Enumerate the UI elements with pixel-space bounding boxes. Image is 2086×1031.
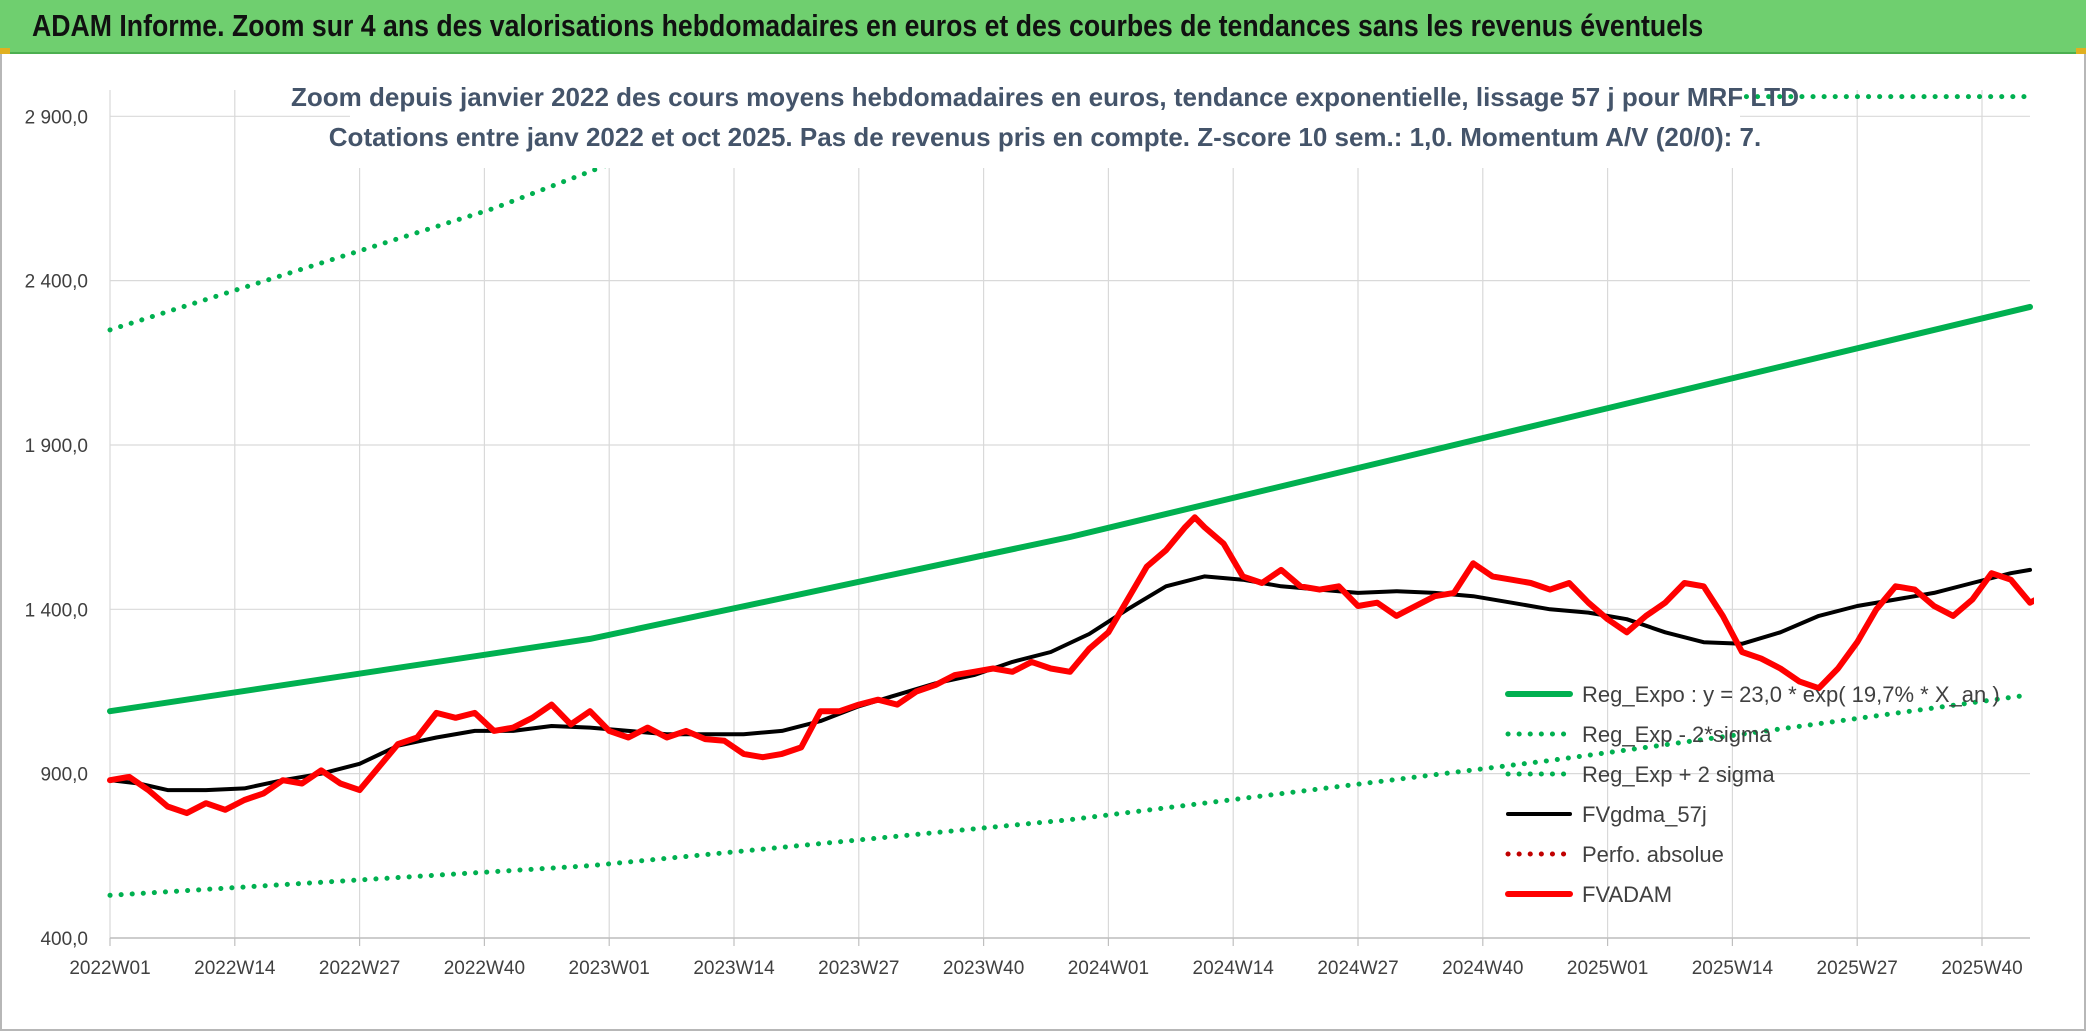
x-tick-label: 2022W40 [444,958,525,979]
x-tick-label: 2022W14 [194,958,276,979]
y-tick-label: 1 900,0 [25,436,88,457]
x-tick-label: 2025W14 [1692,958,1774,979]
y-tick-label: 2 400,0 [25,272,88,293]
x-tick-label: 2022W01 [69,958,150,979]
x-tick-label: 2024W40 [1442,958,1523,979]
x-tick-label: 2025W01 [1567,958,1648,979]
title-background [350,70,1740,168]
x-tick-label: 2023W01 [569,958,650,979]
y-tick-label: 1 400,0 [25,600,88,621]
banner-title: ADAM Informe. Zoom sur 4 ans des valoris… [32,8,1704,43]
chart: 400,0 900,0 1 400,0 1 900,0 2 400,0 2 900,0 20… [25,70,2034,979]
chart-title-line1: Zoom depuis janvier 2022 des cours moyen… [291,82,1799,112]
legend-label-reg_minus: Reg_Exp - 2*sigma [1582,722,1772,747]
banner-corner-left [0,48,10,54]
x-tick-label: 2025W27 [1817,958,1898,979]
series-line-fvadam [107,514,2034,817]
legend-label-fvadam: FVADAM [1582,882,1672,907]
chart-title-line2: Cotations entre janv 2022 et oct 2025. P… [329,122,1761,152]
x-tick-label: 2024W27 [1317,958,1398,979]
x-tick-label: 2022W27 [319,958,400,979]
series-line-reg_minus [107,692,2033,898]
legend-label-reg_plus: Reg_Exp + 2 sigma [1582,762,1775,787]
legend-label-perfo: Perfo. absolue [1582,842,1724,867]
grid [109,90,2030,939]
banner-corner-right [2076,48,2086,54]
series-line-reg_expo [107,303,2033,715]
x-tick-label: 2023W27 [818,958,899,979]
legend-label-reg_expo: Reg_Expo : y = 23,0 * exp( 19,7% * X_an … [1582,682,2000,707]
legend: Reg_Expo : y = 23,0 * exp( 19,7% * X_an … [1505,682,2000,907]
series [107,94,2034,898]
report-banner: ADAM Informe. Zoom sur 4 ans des valoris… [0,0,2086,54]
y-tick-label: 900,0 [40,765,88,786]
x-tick-label: 2025W40 [1941,958,2022,979]
chart-title: Zoom depuis janvier 2022 des cours moyen… [291,70,1799,168]
x-tick-label: 2024W14 [1193,958,1275,979]
y-tick-label: 2 900,0 [25,107,88,128]
series-line-fvgdma [108,567,2032,793]
x-tick-label: 2024W01 [1068,958,1149,979]
legend-label-fvgdma: FVgdma_57j [1582,802,1707,827]
x-tick-label: 2023W14 [693,958,775,979]
x-tick-label: 2023W40 [943,958,1024,979]
y-tick-label: 400,0 [40,929,88,950]
axes: 400,0 900,0 1 400,0 1 900,0 2 400,0 2 900,0 20… [25,107,2030,979]
